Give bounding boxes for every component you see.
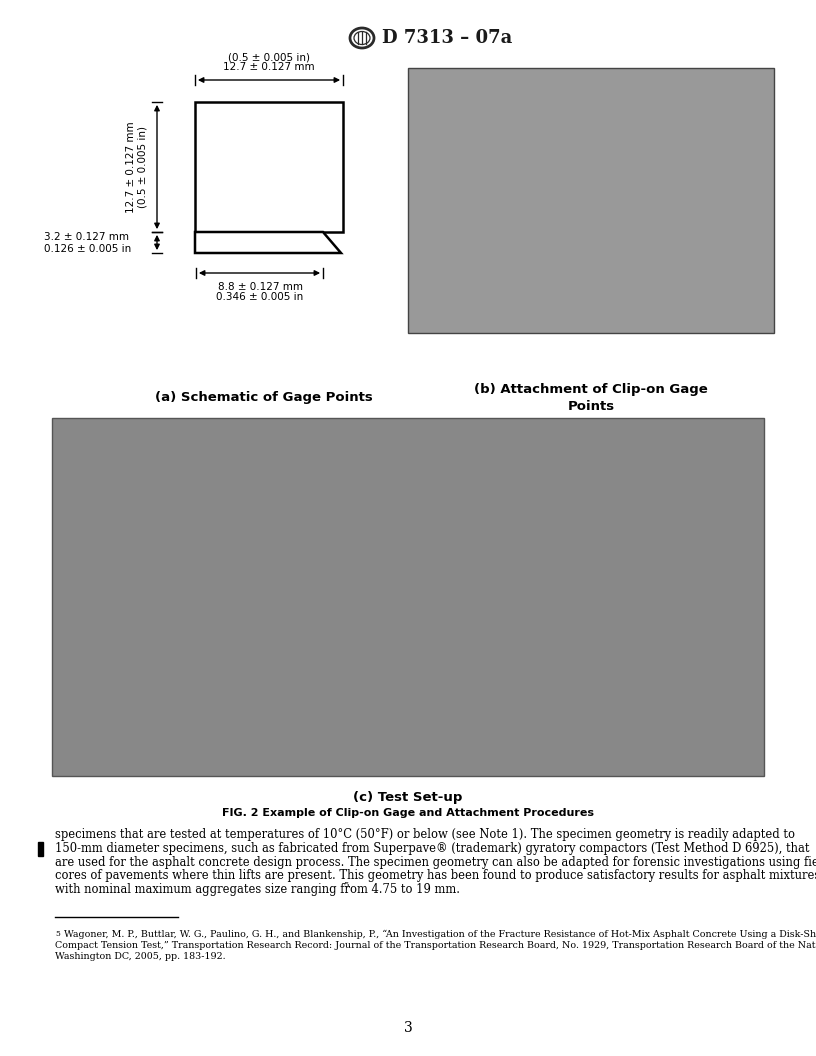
Bar	[52, 418, 764, 776]
Text: 12.7 ± 0.127 mm: 12.7 ± 0.127 mm	[224, 62, 315, 72]
Text: Washington DC, 2005, pp. 183-192.: Washington DC, 2005, pp. 183-192.	[55, 951, 226, 961]
Polygon shape	[195, 232, 341, 253]
Text: D 7313 – 07a: D 7313 – 07a	[382, 29, 512, 48]
Bar	[195, 102, 343, 232]
Text: FIG. 2 Example of Clip-on Gage and Attachment Procedures: FIG. 2 Example of Clip-on Gage and Attac…	[222, 808, 594, 818]
Bar	[408, 68, 774, 333]
Text: with nominal maximum aggregates size ranging from 4.75 to 19 mm.: with nominal maximum aggregates size ran…	[55, 883, 460, 897]
Text: 5: 5	[55, 930, 60, 938]
Text: 3: 3	[404, 1021, 412, 1035]
Text: Points: Points	[567, 400, 614, 414]
Bar	[38, 842, 43, 855]
Text: (b) Attachment of Clip-on Gage: (b) Attachment of Clip-on Gage	[474, 383, 707, 396]
Text: 150-mm diameter specimens, such as fabricated from Superpave® (trademark) gyrato: 150-mm diameter specimens, such as fabri…	[55, 842, 809, 854]
Text: Compact Tension Test,” Transportation Research Record: Journal of the Transporta: Compact Tension Test,” Transportation Re…	[55, 941, 816, 949]
Text: specimens that are tested at temperatures of 10°C (50°F) or below (see Note 1). : specimens that are tested at temperature…	[55, 828, 795, 841]
Text: 0.126 ± 0.005 in: 0.126 ± 0.005 in	[44, 245, 131, 254]
Text: 3.2 ± 0.127 mm: 3.2 ± 0.127 mm	[44, 231, 129, 242]
Text: 5: 5	[343, 881, 348, 889]
Text: cores of pavements where thin lifts are present. This geometry has been found to: cores of pavements where thin lifts are …	[55, 869, 816, 883]
Text: (a) Schematic of Gage Points: (a) Schematic of Gage Points	[155, 392, 373, 404]
Text: Wagoner, M. P., Buttlar, W. G., Paulino, G. H., and Blankenship, P., “An Investi: Wagoner, M. P., Buttlar, W. G., Paulino,…	[61, 930, 816, 940]
Text: (0.5 ± 0.005 in): (0.5 ± 0.005 in)	[228, 52, 310, 62]
Text: 12.7 ± 0.127 mm
(0.5 ± 0.005 in): 12.7 ± 0.127 mm (0.5 ± 0.005 in)	[126, 121, 148, 213]
Text: 8.8 ± 0.127 mm: 8.8 ± 0.127 mm	[218, 282, 303, 293]
Text: (c) Test Set-up: (c) Test Set-up	[353, 792, 463, 805]
Text: are used for the asphalt concrete design process. The specimen geometry can also: are used for the asphalt concrete design…	[55, 855, 816, 869]
Text: 0.346 ± 0.005 in: 0.346 ± 0.005 in	[216, 293, 304, 302]
